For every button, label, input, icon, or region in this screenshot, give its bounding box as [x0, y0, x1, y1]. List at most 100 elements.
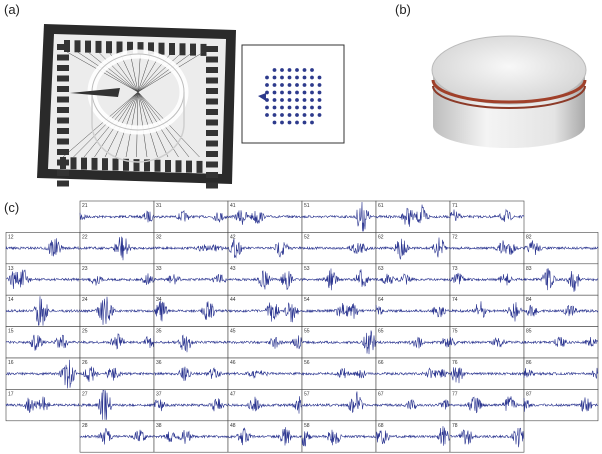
pad — [57, 75, 69, 82]
signal-trace — [5, 359, 81, 389]
channel-label: 23 — [82, 266, 88, 272]
electrode-dot — [280, 105, 284, 110]
pad — [206, 140, 218, 147]
signal-trace — [227, 396, 303, 414]
trace-wire — [137, 51, 194, 93]
electrode-grid — [265, 68, 322, 125]
signal-trace — [5, 296, 81, 326]
channel-cell — [5, 389, 81, 422]
pad — [91, 157, 98, 170]
channel-label: 24 — [82, 297, 88, 303]
electrode-dot — [272, 83, 277, 87]
signal-trace — [375, 204, 450, 227]
recording-grid: 21 31 41 51 61 71 12 22 32 42 52 62 72 82 13 23 33 43 53 63… — [5, 200, 599, 453]
signal-trace — [153, 366, 229, 382]
electrode-dot — [310, 90, 314, 95]
signal-trace — [523, 367, 599, 379]
signal-trace — [227, 335, 303, 350]
culture-ring — [431, 35, 587, 148]
electrode-dot — [295, 98, 299, 102]
reference-electrode — [258, 93, 266, 101]
pad — [70, 157, 77, 170]
signal-trace — [375, 367, 451, 379]
channel-label: 71 — [452, 203, 458, 209]
signal-trace — [227, 427, 303, 446]
electrode-dot — [287, 68, 292, 72]
signal-trace — [523, 336, 599, 347]
channel-label: 65 — [378, 329, 384, 335]
electrode-dot — [295, 75, 299, 80]
channel-label: 72 — [452, 234, 458, 240]
channel-label: 55 — [304, 329, 310, 335]
electrode-dot — [295, 68, 299, 72]
electrode-dot — [295, 113, 299, 117]
channel-label: 32 — [156, 234, 162, 240]
electrode-dot — [272, 105, 277, 110]
channel-label: 43 — [230, 266, 236, 272]
electrode-dot — [265, 98, 269, 102]
pad — [206, 172, 218, 178]
electrode-dot — [272, 68, 277, 72]
electrode-dot — [302, 75, 307, 80]
pad — [57, 107, 69, 113]
electrode-dot — [280, 98, 284, 102]
trace-wire — [137, 91, 148, 158]
pad — [57, 170, 69, 176]
signal-trace — [301, 242, 377, 254]
channel-label: 42 — [230, 234, 236, 240]
pad — [106, 41, 112, 54]
pad — [57, 159, 69, 166]
channel-label: 76 — [452, 360, 458, 366]
signal-trace — [301, 391, 377, 414]
pad — [206, 130, 218, 136]
electrode-dot — [265, 105, 269, 110]
signal-trace — [375, 237, 451, 260]
pad — [206, 67, 218, 73]
signal-trace — [79, 236, 155, 261]
electrode-dot — [302, 98, 307, 102]
channel-label: 17 — [8, 391, 14, 397]
channel-label: 13 — [8, 266, 14, 272]
electrode-dot — [287, 98, 292, 102]
signal-trace — [5, 238, 81, 257]
channel-label: 25 — [82, 329, 88, 335]
signal-trace — [5, 334, 81, 351]
electrode-dot — [287, 75, 292, 80]
channel-label: 47 — [230, 391, 236, 397]
signal-trace — [227, 210, 303, 225]
signal-trace — [301, 201, 377, 232]
pad — [206, 109, 218, 115]
channel-label: 82 — [526, 234, 532, 240]
channel-label: 84 — [526, 297, 532, 303]
pad — [81, 157, 87, 170]
channel-cell — [153, 232, 229, 265]
pad — [102, 158, 108, 171]
pad — [206, 119, 218, 126]
trace-wire — [137, 91, 158, 158]
electrode-dot — [317, 113, 322, 117]
pad — [116, 41, 123, 54]
electrode-dot — [272, 98, 277, 102]
electrode-dot — [280, 113, 284, 117]
channel-label: 73 — [452, 266, 458, 272]
pad — [123, 158, 129, 171]
electrode-dot — [310, 120, 314, 125]
channel-label: 38 — [156, 423, 162, 429]
panel-label: (a) — [4, 2, 20, 17]
pad — [165, 160, 171, 172]
electrode-dot — [302, 68, 307, 72]
channel-label: 66 — [378, 360, 384, 366]
signal-trace — [301, 368, 377, 379]
signal-trace — [523, 240, 599, 256]
signal-trace — [79, 273, 155, 286]
channel-label: 33 — [156, 266, 162, 272]
panel-label: (c) — [4, 200, 19, 215]
pad — [57, 128, 69, 134]
electrode-dot — [280, 83, 284, 87]
pad — [206, 88, 218, 94]
electrode-dot — [272, 120, 277, 125]
electrode-dot — [310, 83, 314, 87]
channel-label: 15 — [8, 329, 14, 335]
pad — [200, 43, 207, 56]
electrode-dot — [317, 105, 322, 110]
